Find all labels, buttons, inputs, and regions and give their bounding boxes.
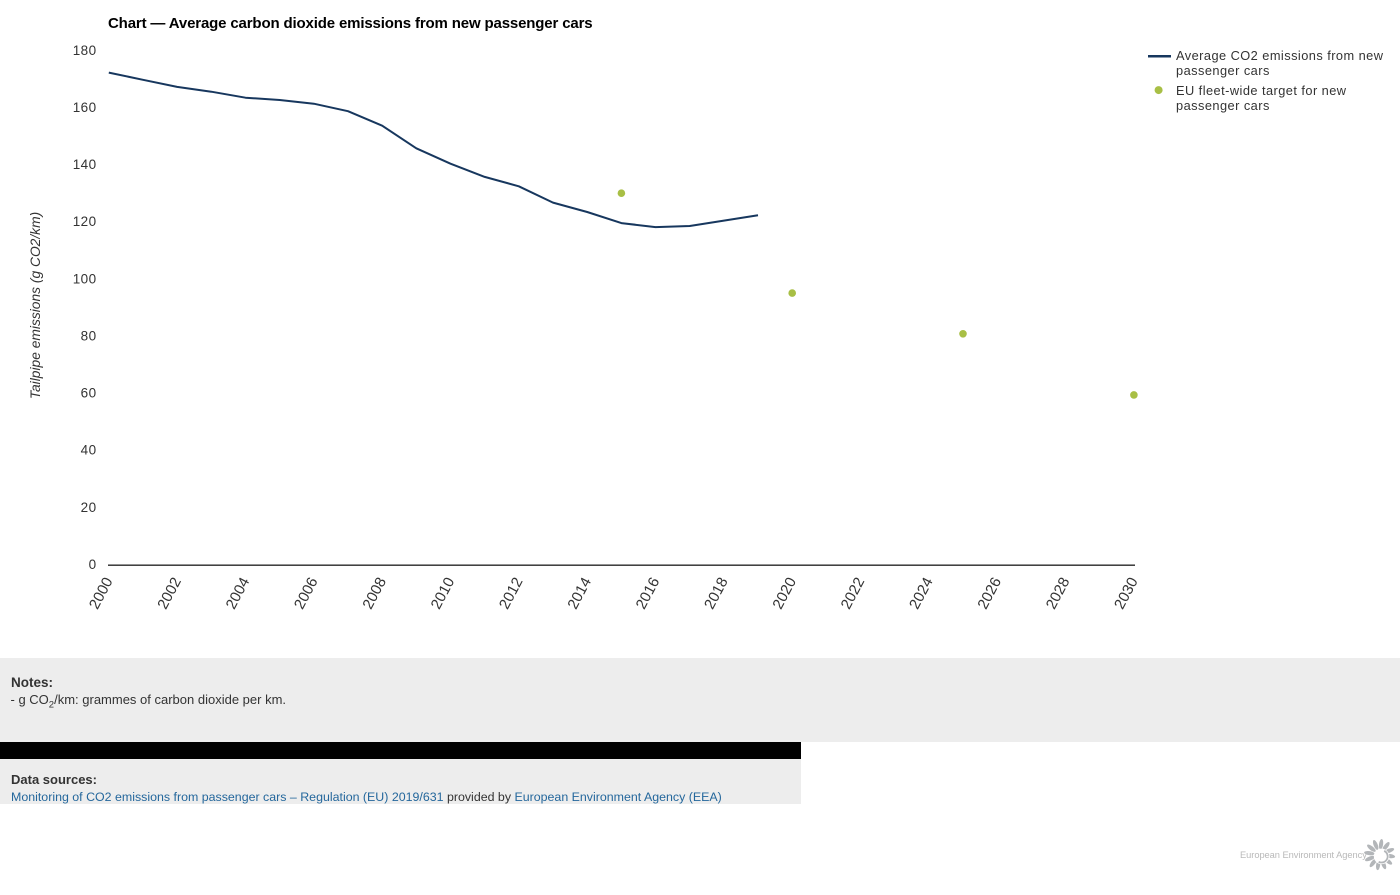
svg-text:2002: 2002 — [154, 575, 185, 612]
svg-text:40: 40 — [81, 443, 97, 458]
svg-text:2022: 2022 — [838, 575, 869, 612]
svg-text:2008: 2008 — [359, 575, 390, 612]
svg-text:2012: 2012 — [496, 575, 527, 612]
svg-text:160: 160 — [73, 100, 97, 115]
svg-text:2010: 2010 — [428, 575, 459, 612]
svg-text:60: 60 — [81, 386, 97, 401]
svg-text:Tailpipe emissions (g CO2/km): Tailpipe emissions (g CO2/km) — [28, 212, 43, 399]
svg-text:120: 120 — [73, 214, 97, 229]
svg-text:2004: 2004 — [223, 575, 254, 612]
svg-text:2006: 2006 — [291, 575, 322, 612]
svg-text:2024: 2024 — [906, 575, 937, 612]
svg-text:2000: 2000 — [86, 575, 117, 612]
svg-text:20: 20 — [81, 500, 97, 515]
svg-text:2014: 2014 — [564, 575, 595, 612]
svg-text:2018: 2018 — [701, 575, 732, 612]
svg-text:2028: 2028 — [1043, 575, 1074, 612]
svg-text:100: 100 — [73, 271, 97, 286]
svg-text:2020: 2020 — [769, 575, 800, 612]
svg-text:80: 80 — [81, 329, 97, 344]
svg-text:2030: 2030 — [1111, 575, 1142, 612]
svg-text:0: 0 — [89, 557, 97, 572]
svg-text:2026: 2026 — [974, 575, 1005, 612]
svg-text:140: 140 — [73, 157, 97, 172]
svg-text:2016: 2016 — [633, 575, 664, 612]
svg-text:180: 180 — [73, 43, 97, 58]
